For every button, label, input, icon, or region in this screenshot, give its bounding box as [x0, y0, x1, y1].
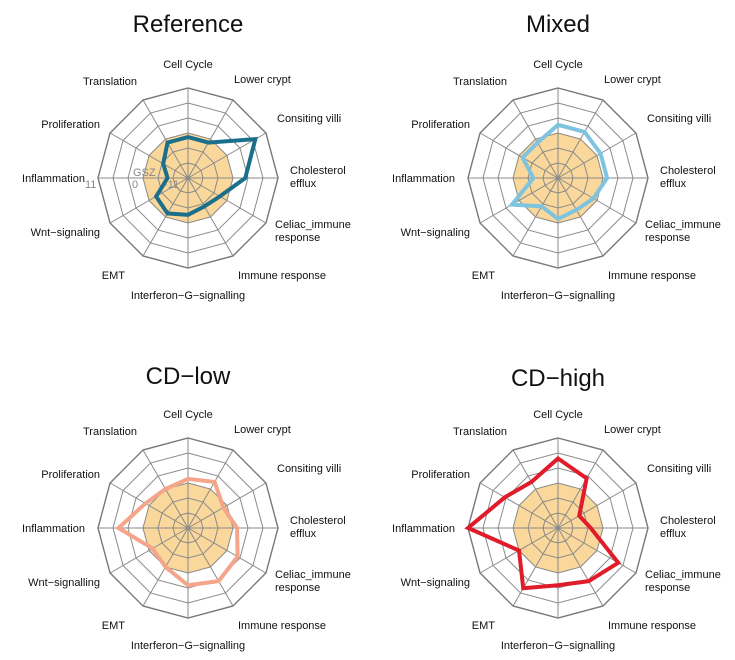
chart-title: CD−low	[146, 363, 231, 390]
grid-spoke	[109, 177, 189, 224]
grid-spoke	[142, 99, 189, 179]
grid-spoke	[187, 482, 267, 529]
axis-label-immune-response: Immune response	[608, 620, 696, 632]
axis-label-celiac-immune-response: Celiac_immune response	[645, 219, 721, 244]
axis-label-cell-cycle: Cell Cycle	[163, 409, 213, 421]
radar-reference: Reference Cell Cycle Lower crypt Consiting …	[22, 11, 351, 302]
grid-spoke	[479, 132, 559, 179]
axis-label-lower-crypt: Lower crypt	[604, 74, 661, 86]
grid-spoke	[557, 177, 637, 224]
chart-title: Mixed	[526, 11, 590, 38]
chart-title: CD−high	[511, 365, 605, 392]
series-line-cd-low	[115, 476, 240, 588]
grid-spoke	[557, 482, 637, 529]
axis-label-interferon-g-signalling: Interferon−G−signalling	[131, 290, 245, 302]
axis-label-immune-response: Immune response	[238, 620, 326, 632]
axis-label-cell-cycle: Cell Cycle	[163, 59, 213, 71]
scale-label: -11	[164, 179, 179, 191]
axis-label-consiting-villi: Consiting villi	[647, 463, 711, 475]
axis-label-consiting-villi: Consiting villi	[277, 463, 341, 475]
grid-spoke	[512, 449, 559, 529]
axis-label-cholesterol-efflux: Cholesterol efflux	[290, 515, 346, 540]
axis-label-emt: EMT	[472, 620, 496, 632]
axis-label-emt: EMT	[102, 270, 126, 282]
axis-label-cell-cycle: Cell Cycle	[533, 409, 583, 421]
axis-label-cholesterol-efflux: Cholesterol efflux	[660, 515, 716, 540]
grid-spoke	[512, 527, 559, 607]
axis-label-emt: EMT	[102, 620, 126, 632]
axis-label-translation: Translation	[453, 426, 507, 438]
axis-label-translation: Translation	[83, 76, 137, 88]
grid-spoke	[557, 527, 637, 574]
axis-label-proliferation: Proliferation	[411, 119, 470, 131]
grid-spoke	[142, 177, 189, 257]
axis-label-interferon-g-signalling: Interferon−G−signalling	[501, 290, 615, 302]
series-line-cd-high	[464, 455, 622, 591]
scale-label: 11	[85, 179, 96, 191]
axis-label-lower-crypt: Lower crypt	[604, 424, 661, 436]
radar-cd-high: CD−high Cell Cycle Lower crypt Consiting vi…	[392, 365, 721, 652]
axis-label-celiac-immune-response: Celiac_immune response	[645, 569, 721, 594]
grid-spoke	[109, 482, 189, 529]
axis-label-proliferation: Proliferation	[411, 469, 470, 481]
grid-spoke	[557, 449, 604, 529]
axis-label-emt: EMT	[472, 270, 496, 282]
axis-label-inflammation: Inflammation	[22, 173, 85, 185]
grid-spoke	[109, 527, 189, 574]
axis-label-inflammation: Inflammation	[22, 523, 85, 535]
grid-spoke	[187, 449, 234, 529]
grid-spoke	[557, 527, 604, 607]
axis-label-celiac-immune-response: Celiac_immune response	[275, 219, 351, 244]
radar-mixed: Mixed Cell Cycle Lower crypt Consiting vill…	[392, 11, 721, 302]
series-line-reference	[153, 135, 258, 217]
scale-label: GSZ	[133, 167, 156, 179]
radar-cd-low: CD−low Cell Cycle Lower crypt Consiting vil…	[22, 363, 351, 652]
axis-label-inflammation: Inflammation	[392, 173, 455, 185]
axis-label-proliferation: Proliferation	[41, 469, 100, 481]
axis-label-wnt-signaling: Wnt−signaling	[31, 227, 100, 239]
scale-label: 0	[132, 179, 138, 191]
grid-spoke	[557, 177, 604, 257]
grid-spoke	[187, 527, 234, 607]
axis-label-translation: Translation	[453, 76, 507, 88]
axis-label-wnt-signalling: Wnt−signalling	[28, 577, 100, 589]
grid-spoke	[187, 177, 267, 224]
axis-label-proliferation: Proliferation	[41, 119, 100, 131]
axis-label-lower-crypt: Lower crypt	[234, 74, 291, 86]
series-line-mixed	[507, 122, 610, 222]
grid-spoke	[512, 99, 559, 179]
axis-label-translation: Translation	[83, 426, 137, 438]
axis-label-wnt-signaling: Wnt−signaling	[401, 227, 470, 239]
axis-label-inflammation: Inflammation	[392, 523, 455, 535]
axis-label-lower-crypt: Lower crypt	[234, 424, 291, 436]
axis-label-consiting-villi: Consiting villi	[647, 113, 711, 125]
axis-label-cell-cycle: Cell Cycle	[533, 59, 583, 71]
axis-label-immune-response: Immune response	[238, 270, 326, 282]
grid-spoke	[479, 482, 559, 529]
grid-spoke	[512, 177, 559, 257]
grid-spoke	[479, 177, 559, 224]
axis-label-interferon-g-signalling: Interferon−G−signalling	[501, 640, 615, 652]
axis-label-interferon-g-signalling: Interferon−G−signalling	[131, 640, 245, 652]
axis-label-cholesterol-efflux: Cholesterol efflux	[660, 165, 716, 190]
grid-spoke	[187, 527, 267, 574]
grid-spoke	[109, 132, 189, 179]
axis-label-consiting-villi: Consiting villi	[277, 113, 341, 125]
axis-label-wnt-signaling: Wnt−signaling	[401, 577, 470, 589]
grid-spoke	[187, 99, 234, 179]
grid-spoke	[557, 99, 604, 179]
grid-spoke	[557, 132, 637, 179]
chart-title: Reference	[133, 11, 244, 38]
axis-label-celiac-immune-response: Celiac_immune response	[275, 569, 351, 594]
axis-label-immune-response: Immune response	[608, 270, 696, 282]
axis-label-cholesterol-efflux: Cholesterol efflux	[290, 165, 346, 190]
grid-spoke	[187, 177, 234, 257]
